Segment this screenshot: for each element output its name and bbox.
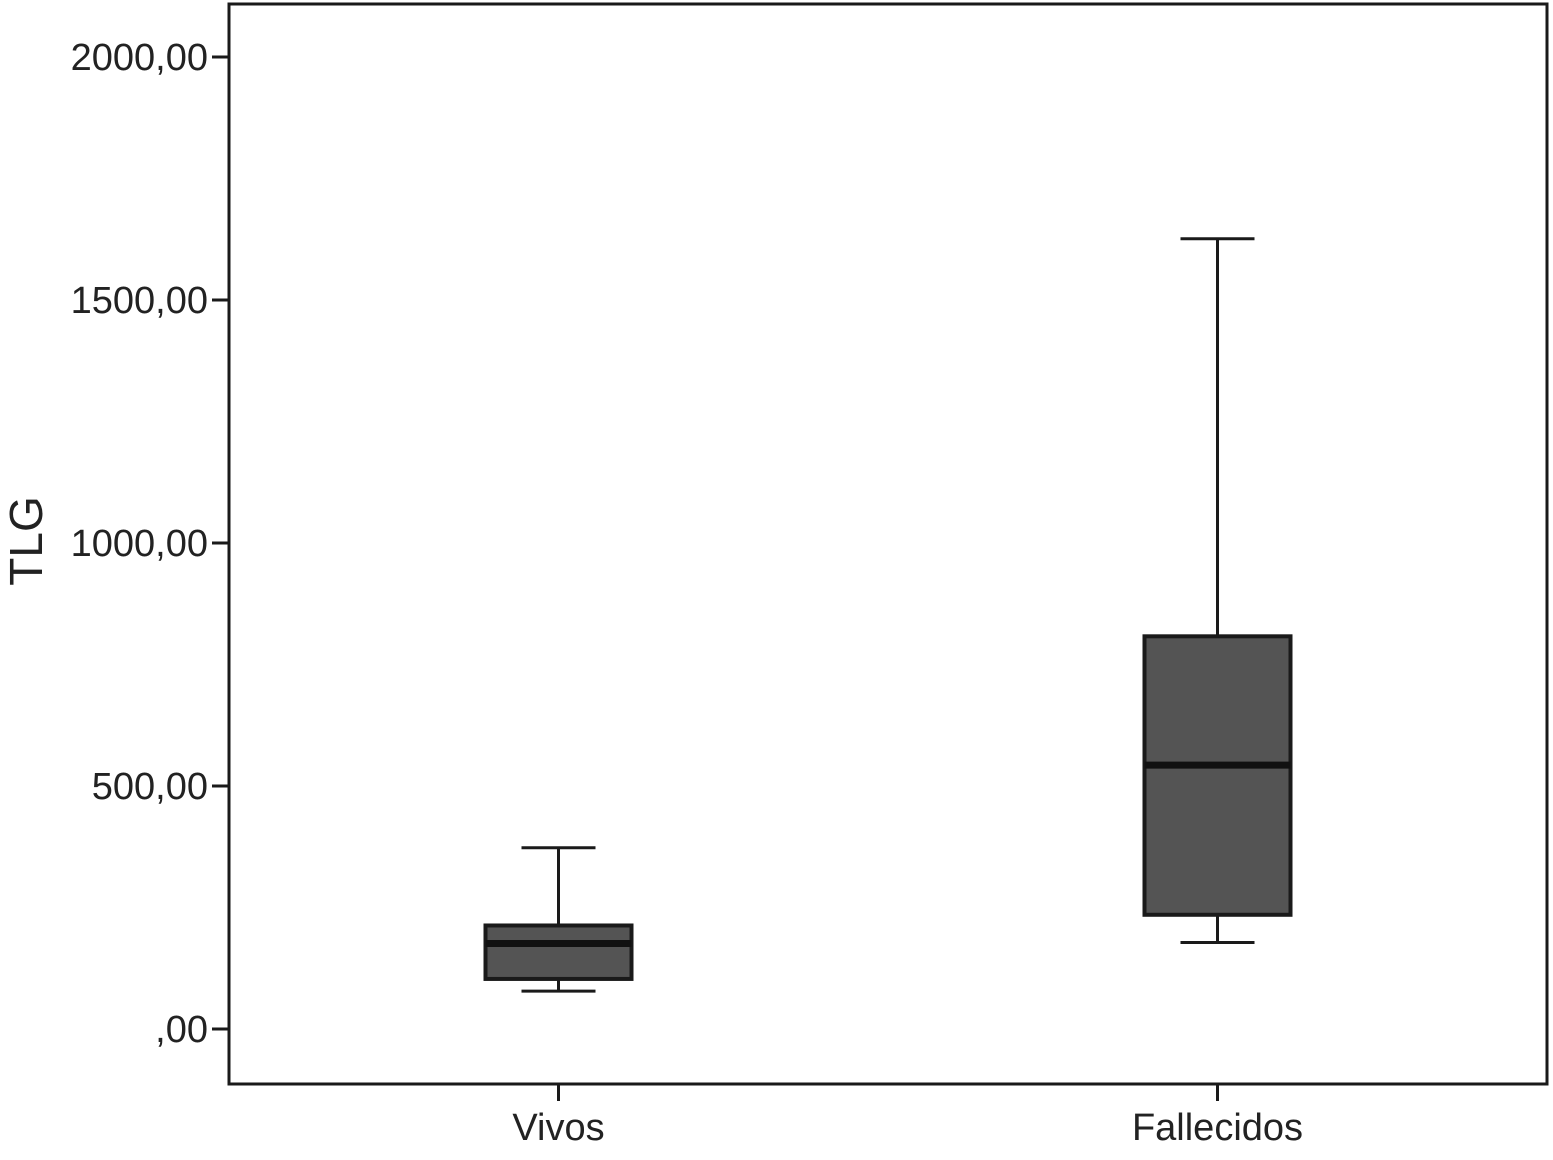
box-vivos [483, 846, 634, 993]
x-axis: Vivos Fallecidos [512, 1084, 1303, 1149]
y-tick-label: 1500,00 [71, 280, 208, 322]
x-tick-label: Vivos [512, 1107, 604, 1149]
iqr-box [483, 923, 634, 981]
plot-frame [227, 2, 1549, 1086]
y-axis: ,00 500,00 1000,00 1500,00 2000,00 [71, 37, 229, 1051]
y-tick-label: 1000,00 [71, 523, 208, 565]
y-tick-label: ,00 [155, 1009, 208, 1051]
box-fallecidos [1142, 237, 1293, 944]
box-series [483, 237, 1293, 993]
y-tick-label: 2000,00 [71, 37, 208, 79]
iqr-box [1142, 634, 1293, 917]
y-axis-title: TLG [0, 496, 52, 585]
x-tick-label: Fallecidos [1132, 1107, 1303, 1149]
y-tick-label: 500,00 [92, 766, 208, 808]
